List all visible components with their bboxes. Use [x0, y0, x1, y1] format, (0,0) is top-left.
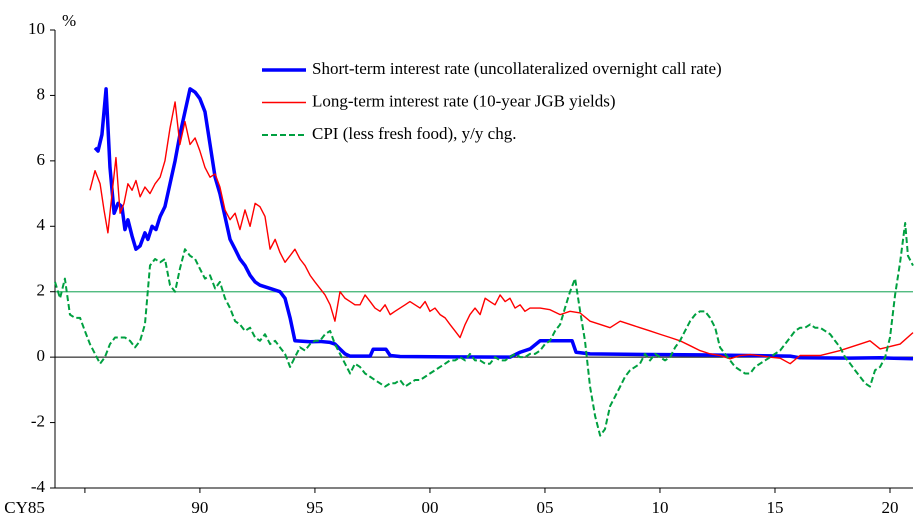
series-line [89, 101, 914, 365]
y-tick-label: 2 [37, 281, 46, 300]
legend-label: CPI (less fresh food), y/y chg. [312, 124, 516, 143]
x-tick-label: CY85 [4, 498, 45, 517]
y-tick-label: -2 [31, 411, 45, 430]
legend-label: Short-term interest rate (uncollateraliz… [312, 59, 722, 78]
y-tick-label: 6 [37, 150, 46, 169]
x-tick-label: 00 [421, 498, 438, 517]
y-tick-label: 4 [37, 215, 46, 234]
series-line [93, 87, 914, 361]
x-tick-label: 05 [536, 498, 553, 517]
y-tick-label: 0 [37, 346, 46, 365]
y-tick-label: 8 [37, 84, 46, 103]
x-tick-label: 10 [651, 498, 668, 517]
x-tick-label: 20 [881, 498, 898, 517]
legend-label: Long-term interest rate (10-year JGB yie… [312, 91, 616, 110]
y-tick-label: -4 [31, 477, 46, 496]
y-tick-label: 10 [28, 19, 45, 38]
x-tick-label: 90 [191, 498, 208, 517]
y-axis-label: % [62, 11, 76, 30]
series-line [54, 222, 914, 437]
x-tick-label: 95 [306, 498, 323, 517]
x-tick-label: 15 [766, 498, 783, 517]
